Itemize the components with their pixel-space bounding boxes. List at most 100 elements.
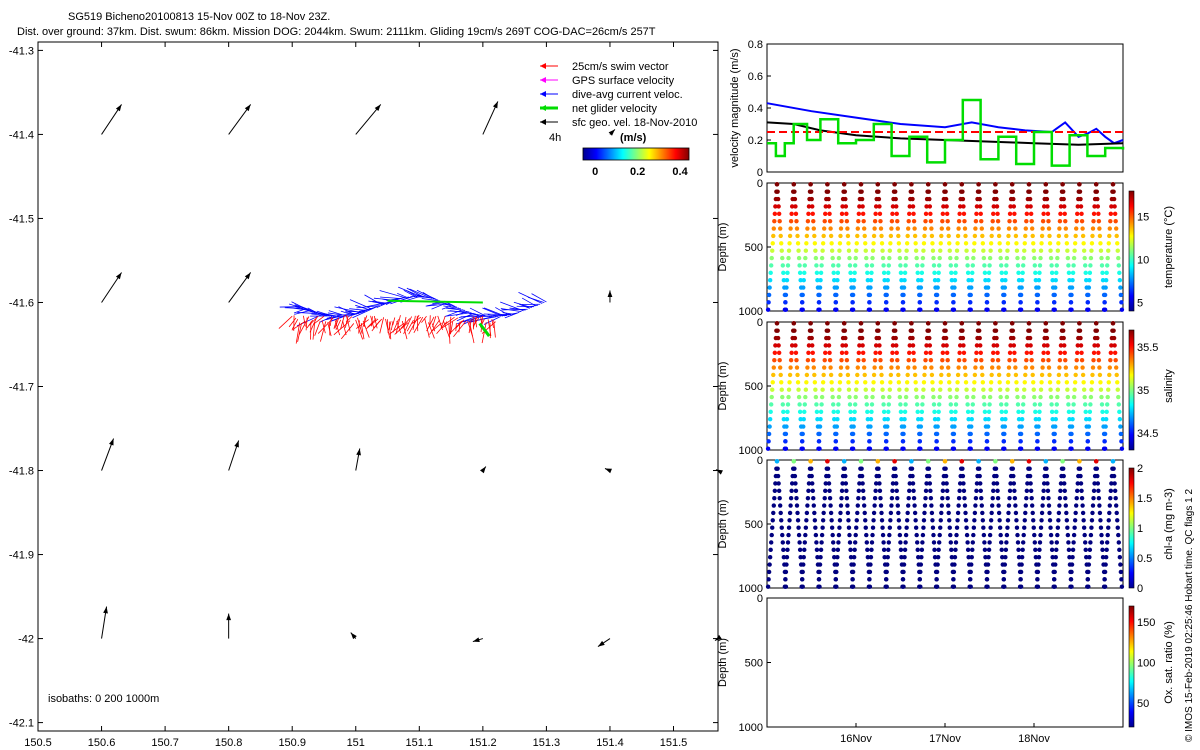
profile-point xyxy=(989,226,995,231)
profile-point xyxy=(871,518,876,523)
profile-point xyxy=(879,241,885,246)
profile-point xyxy=(765,446,771,451)
swim-vector xyxy=(431,322,442,332)
profile-point xyxy=(777,218,782,224)
profile-point xyxy=(911,488,916,493)
profile-y-label: Depth (m) xyxy=(717,500,729,549)
profile-point xyxy=(784,555,790,560)
profile-point xyxy=(1097,226,1102,231)
profile-point xyxy=(1117,555,1123,560)
profile-point xyxy=(772,211,778,216)
profile-point xyxy=(826,204,832,209)
profile-point xyxy=(1103,285,1108,290)
profile-point xyxy=(1065,532,1071,538)
profile-point xyxy=(954,248,960,253)
profile-point xyxy=(879,510,884,516)
profile-point xyxy=(765,584,771,589)
dive-avg-current-vector xyxy=(531,293,547,303)
profile-point xyxy=(1055,255,1060,261)
profile-point xyxy=(1064,372,1069,378)
profile-point xyxy=(949,555,955,560)
profile-point xyxy=(1087,270,1093,276)
profile-point xyxy=(903,394,909,400)
profile-point xyxy=(840,481,845,486)
profile-point xyxy=(952,278,958,283)
profile-point xyxy=(1002,292,1007,298)
profile-point xyxy=(920,255,926,261)
profile-point xyxy=(973,503,978,508)
profile-point xyxy=(1072,518,1078,523)
profile-point xyxy=(1069,562,1075,567)
dive-avg-current-vector xyxy=(487,314,499,318)
profile-point xyxy=(1010,189,1016,194)
map-y-ticks: -41.3-41.4-41.5-41.6-41.7-41.8-41.9-42-4… xyxy=(9,45,718,730)
profile-point xyxy=(836,402,841,407)
profile-point xyxy=(974,204,980,209)
profile-point xyxy=(947,241,952,246)
profile-point xyxy=(1044,473,1050,479)
profile-point xyxy=(769,540,774,545)
profile-point xyxy=(1036,285,1041,290)
profile-point xyxy=(1047,518,1053,523)
profile-point xyxy=(828,233,834,239)
profile-colorbar xyxy=(1128,605,1135,728)
profile-point xyxy=(989,233,994,239)
profile-point xyxy=(769,263,774,268)
profile-point xyxy=(1086,424,1092,429)
profile-point xyxy=(1031,525,1036,530)
profile-point xyxy=(815,555,820,560)
profile-point xyxy=(1003,555,1008,560)
profile-point xyxy=(1005,387,1010,392)
profile-point xyxy=(1068,584,1073,589)
profile-point xyxy=(876,328,881,333)
profile-point xyxy=(1038,394,1043,400)
profile-point xyxy=(866,584,872,589)
profile-point xyxy=(983,417,988,422)
profile-point xyxy=(1028,204,1033,209)
profile-point xyxy=(839,495,844,501)
colorbar-ticks: 0 0.2 0.4 xyxy=(592,166,688,178)
profile-point xyxy=(1115,387,1120,392)
profile-point xyxy=(797,547,803,553)
profile-point xyxy=(1046,357,1051,363)
profile-point xyxy=(1022,518,1027,523)
profile-point xyxy=(1037,547,1042,553)
profile-point xyxy=(772,357,777,363)
profile-point xyxy=(915,547,920,553)
profile-point xyxy=(921,248,926,253)
profile-point xyxy=(1024,357,1029,363)
legend-label: dive-avg current veloc. xyxy=(572,89,683,101)
profile-point xyxy=(1116,402,1121,407)
profile-point xyxy=(831,409,836,415)
profile-point xyxy=(1037,402,1043,407)
profile-point xyxy=(920,532,926,538)
profile-point xyxy=(905,372,910,378)
profile-point xyxy=(884,439,889,444)
profile-point xyxy=(885,424,890,429)
profile-point xyxy=(776,343,781,348)
profile-point xyxy=(1040,357,1046,363)
profile-point xyxy=(928,218,934,224)
profile-point xyxy=(1007,488,1013,493)
profile-point xyxy=(1015,394,1020,400)
profile-point xyxy=(1106,518,1111,523)
profile-point xyxy=(910,335,915,341)
profile-point xyxy=(1094,459,1099,464)
profile-point xyxy=(769,394,774,400)
profile-point xyxy=(777,357,782,363)
profile-point xyxy=(912,226,917,231)
arrow-head xyxy=(716,469,723,475)
swim-vector xyxy=(400,318,411,329)
profile-point xyxy=(776,488,782,493)
profile-point xyxy=(1064,518,1070,523)
profile-point xyxy=(820,525,825,530)
profile-y-tick-label: 500 xyxy=(745,658,763,670)
swim-vector xyxy=(481,322,487,344)
profile-point xyxy=(876,335,882,341)
profile-point xyxy=(787,510,793,516)
profile-point xyxy=(940,350,946,355)
profile-point xyxy=(1045,350,1051,355)
profile-point xyxy=(934,300,939,305)
profile-point xyxy=(910,343,916,348)
profile-point xyxy=(846,518,851,523)
